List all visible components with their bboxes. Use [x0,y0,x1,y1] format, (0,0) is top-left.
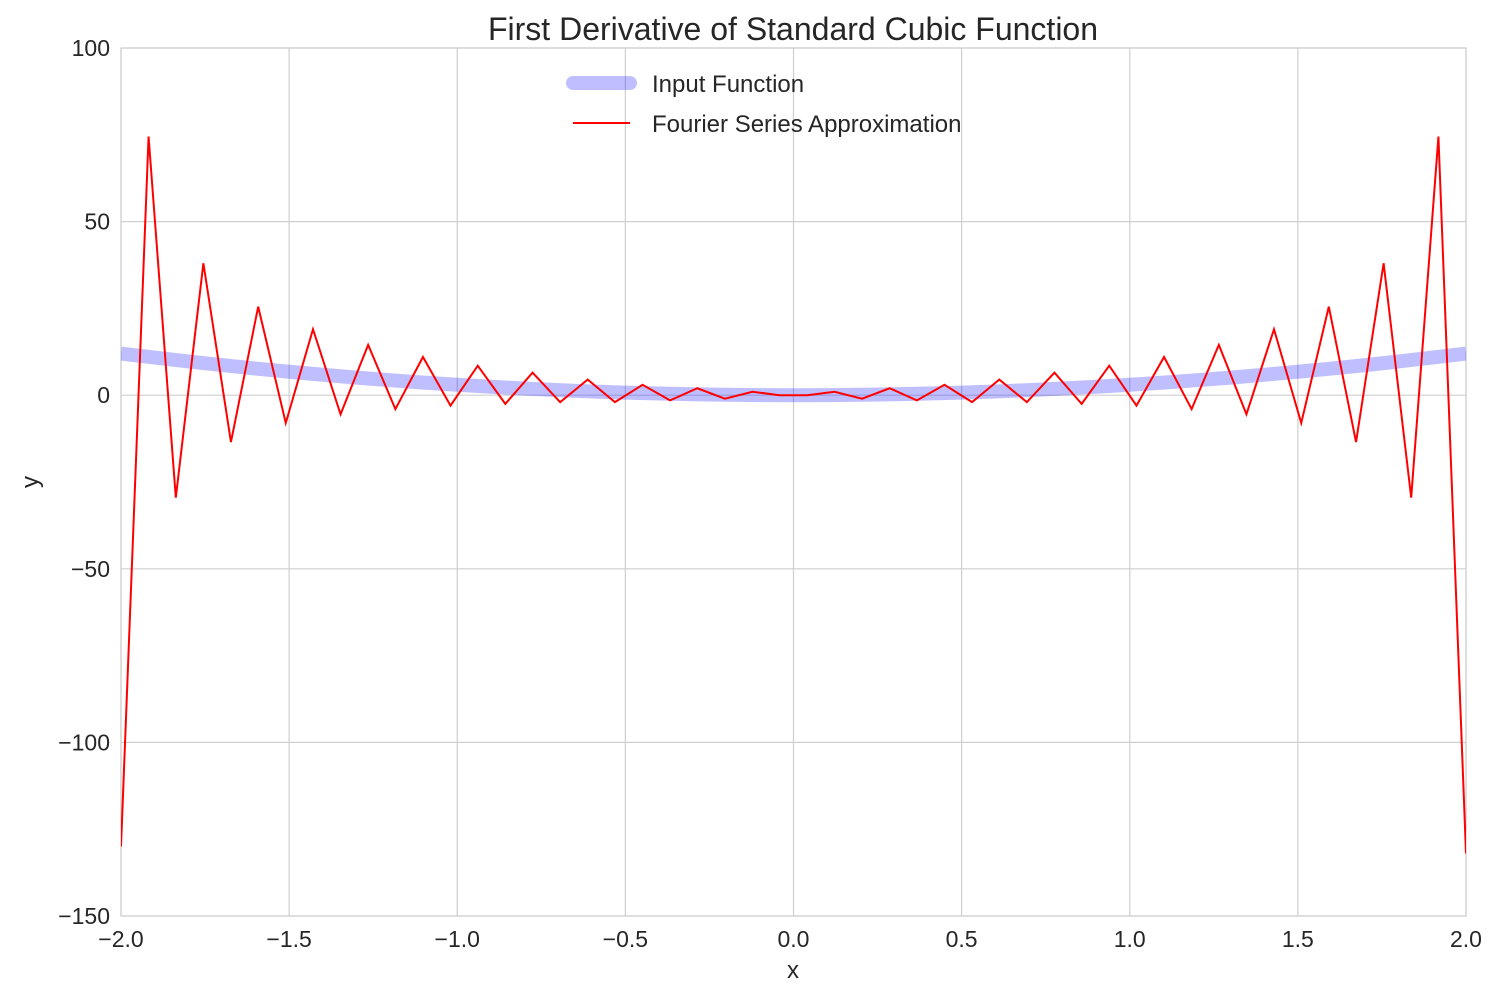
x-tick-label: 1.0 [1114,926,1146,952]
x-tick-label: −2.0 [98,926,143,952]
x-tick-label: −0.5 [603,926,648,952]
x-tick-label: −1.0 [435,926,480,952]
y-tick-labels: −150 −100 −50 0 50 100 [58,35,110,929]
legend: Input Function Fourier Series Approximat… [566,71,961,138]
grid-lines [120,47,1467,917]
y-tick-label: −100 [58,729,110,755]
y-tick-label: 0 [97,382,110,408]
x-tick-label: 0.0 [778,926,810,952]
legend-label-input-function: Input Function [652,71,804,98]
x-axis-label: x [787,957,799,984]
x-tick-labels: −2.0 −1.5 −1.0 −0.5 0.0 0.5 1.0 1.5 2.0 [98,926,1482,952]
y-axis-label: y [17,476,44,488]
series-lines [121,136,1466,854]
chart-title: First Derivative of Standard Cubic Funct… [488,11,1098,47]
x-tick-label: 1.5 [1282,926,1314,952]
x-tick-label: 0.5 [946,926,978,952]
legend-label-fourier-series: Fourier Series Approximation [652,111,961,138]
x-tick-label: −1.5 [266,926,311,952]
y-tick-label: 100 [72,35,110,61]
y-tick-label: −150 [58,903,110,929]
y-tick-label: −50 [71,556,110,582]
x-tick-label: 2.0 [1450,926,1482,952]
y-tick-label: 50 [84,209,110,235]
series-line-fourier-series [121,136,1466,854]
